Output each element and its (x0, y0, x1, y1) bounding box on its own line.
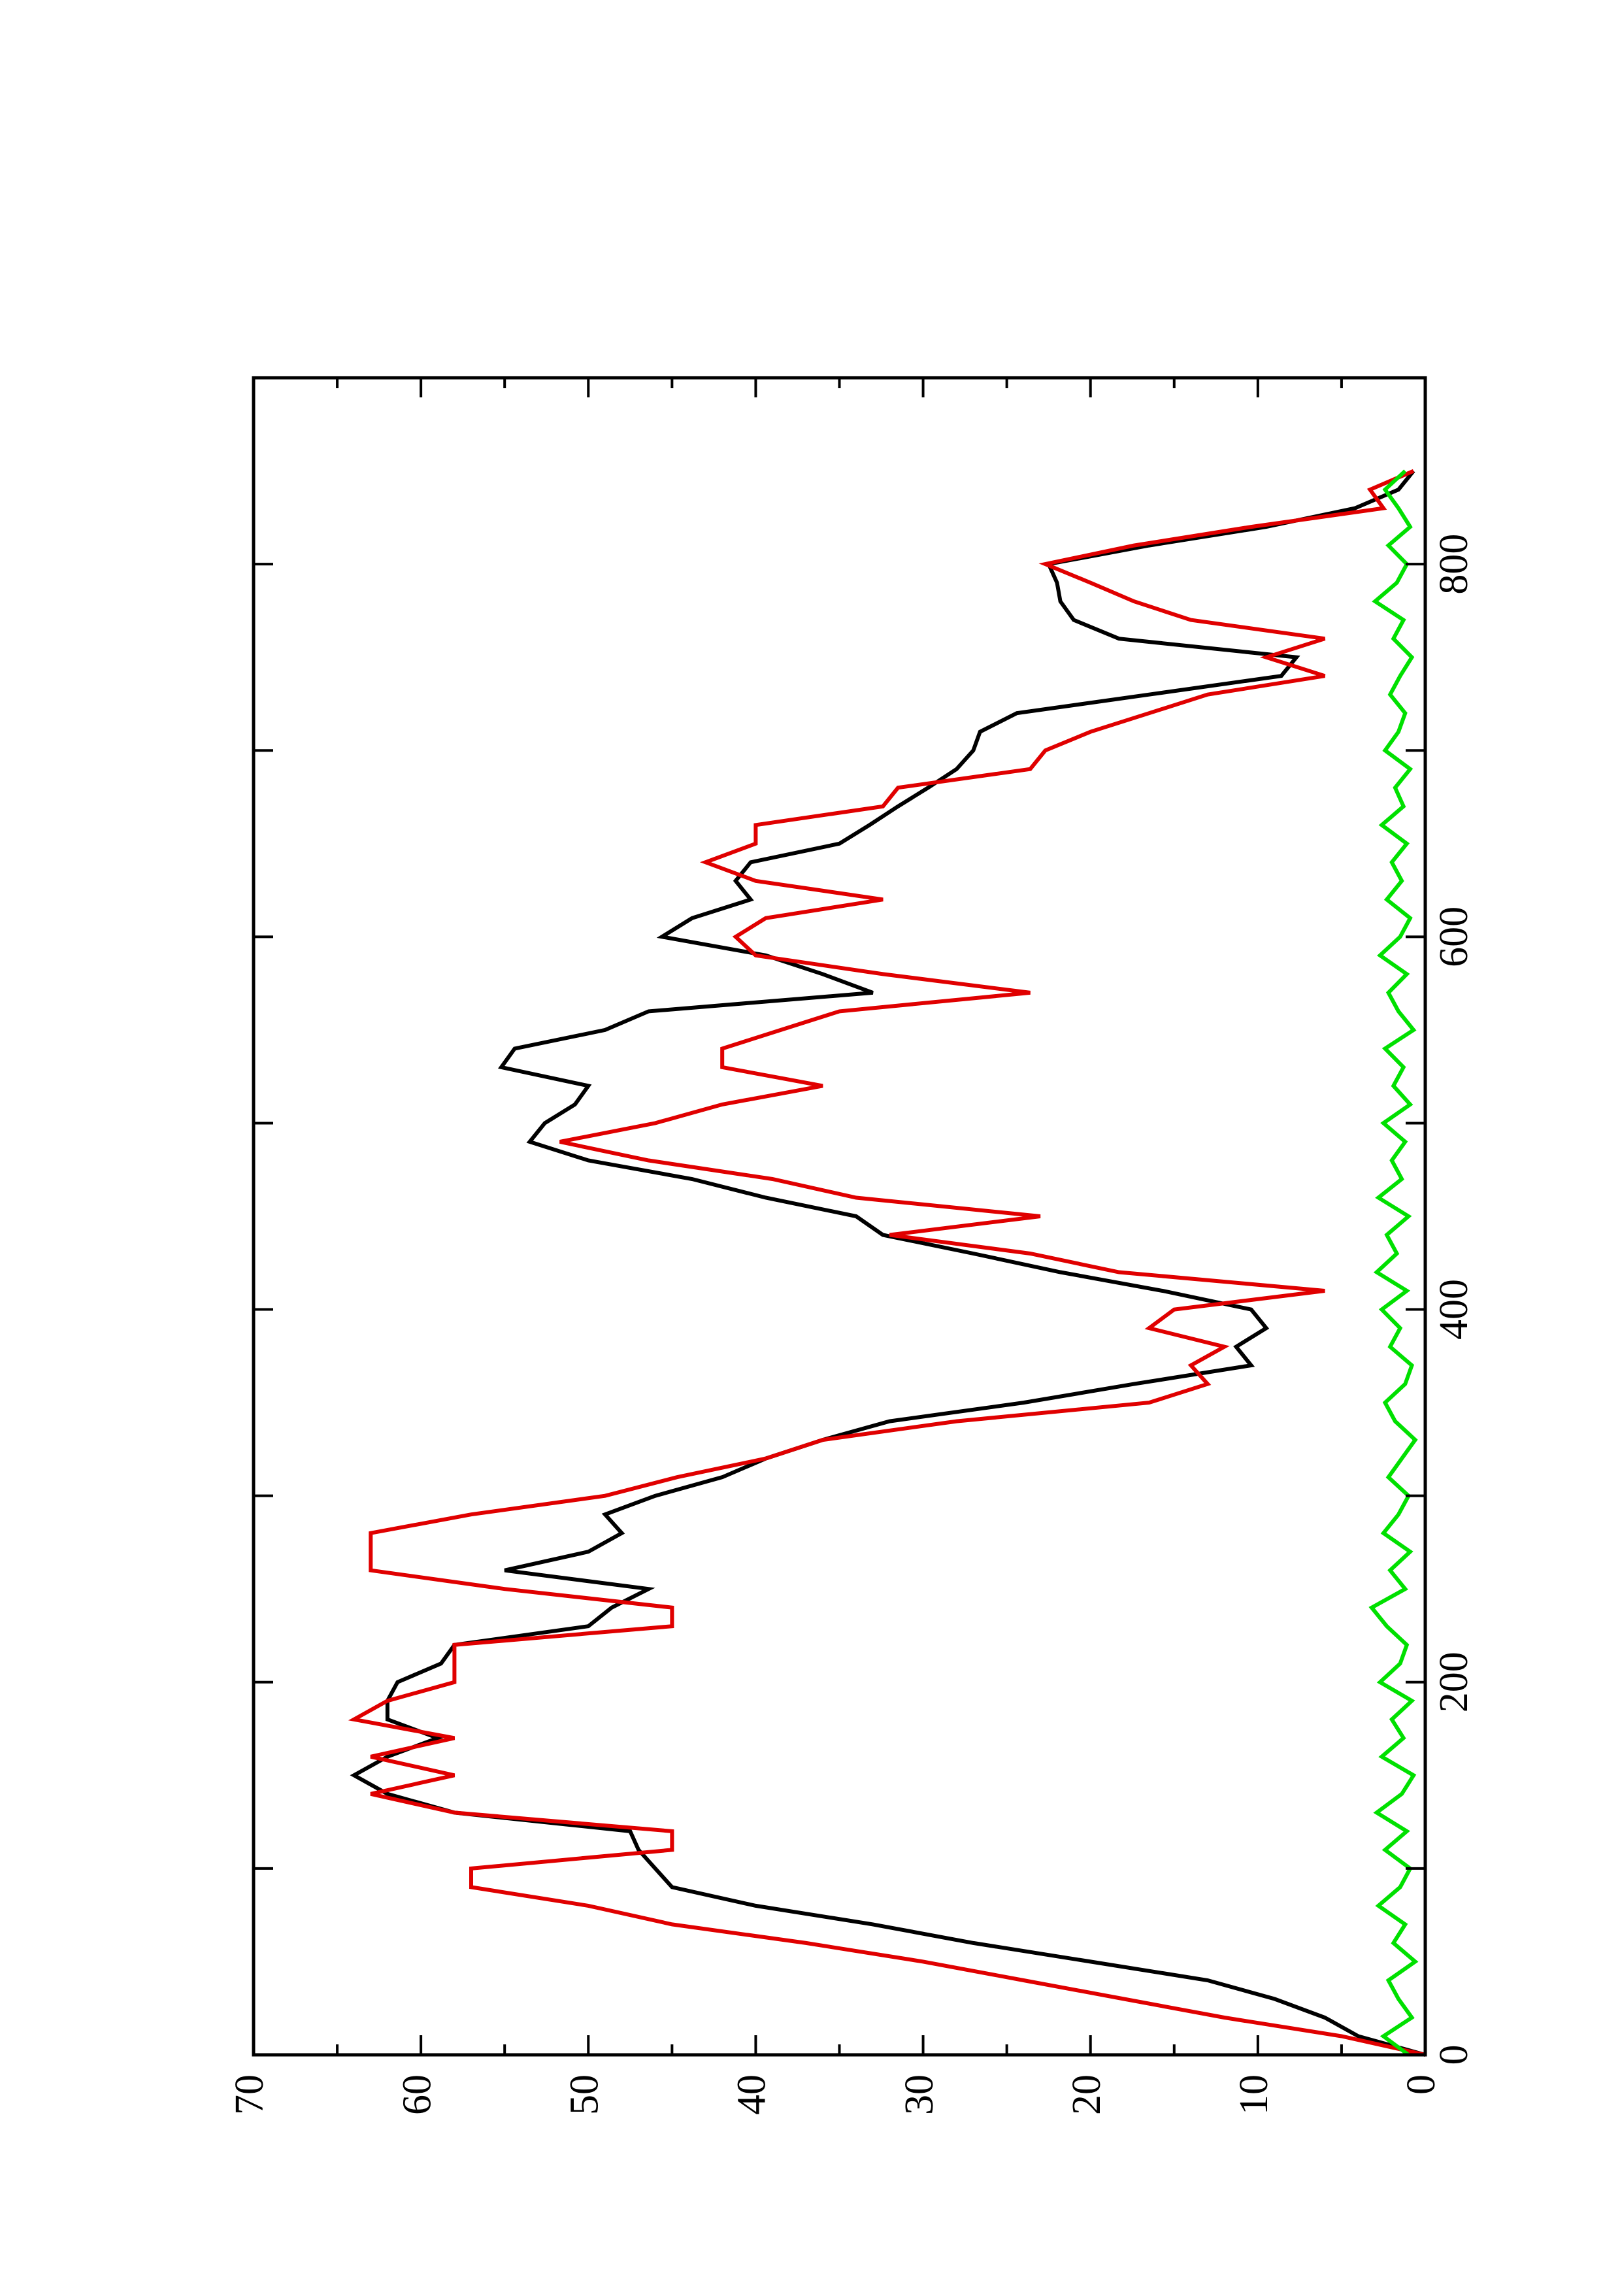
series-line (1368, 469, 1419, 2057)
y-tick-label: 30 (897, 2074, 942, 2115)
y-tick-label: 20 (1065, 2074, 1109, 2115)
y-tick-label: 40 (730, 2074, 774, 2115)
y-tick-label: 70 (227, 2074, 272, 2115)
y-tick-label: 60 (395, 2074, 439, 2115)
series-line (348, 469, 1426, 2057)
x-tick-label: 400 (1432, 1279, 1476, 1340)
y-tick-label: 50 (563, 2074, 607, 2115)
x-tick-label: 200 (1432, 1652, 1476, 1712)
x-tick-label: 800 (1432, 534, 1476, 595)
x-tick-label: 600 (1432, 907, 1476, 967)
y-tick-label: 10 (1232, 2074, 1276, 2115)
y-tick-label: 0 (1399, 2074, 1444, 2095)
x-tick-label: 0 (1432, 2045, 1476, 2065)
